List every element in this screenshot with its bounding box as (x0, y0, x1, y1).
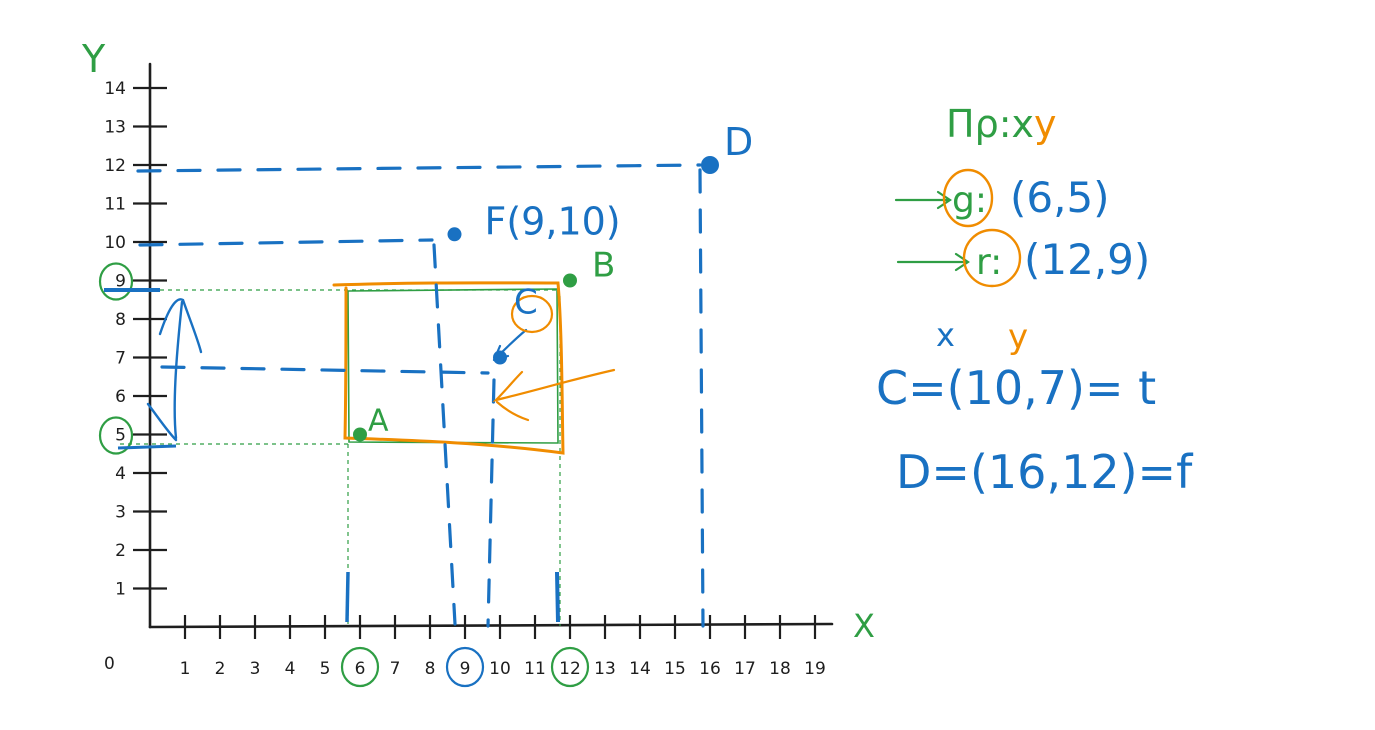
origin-label: 0 (104, 654, 115, 674)
x-tick-label: 10 (489, 659, 511, 679)
x-tick-label: 15 (664, 659, 686, 679)
y-tick-label: 7 (115, 349, 126, 369)
x-tick-label: 18 (769, 659, 791, 679)
c-coordinate-line: C=(10,7)= t (876, 361, 1156, 415)
c-y-marker: y (1008, 317, 1028, 357)
x-tick-label: 6 (355, 659, 366, 679)
blue-mark-y5 (117, 444, 177, 450)
orange-arrow (492, 368, 616, 422)
c-x-marker: x (936, 316, 955, 354)
note-letter-1: g: (952, 180, 987, 221)
d-coordinate-line: D=(16,12)=f (896, 445, 1194, 499)
y-tick-circle (98, 416, 134, 455)
c-label-circle (510, 294, 554, 334)
point-c (493, 350, 507, 365)
blue-tick-x6 (345, 571, 350, 623)
point-b (563, 273, 577, 288)
x-tick-label: 4 (285, 659, 296, 679)
blue-tick-x12 (555, 571, 560, 623)
y-tick-label: 10 (104, 233, 126, 253)
axes: Y X 0 (81, 37, 875, 674)
x-tick-label: 7 (390, 659, 401, 679)
y-tick-label: 6 (115, 387, 126, 407)
y-tick-label: 3 (115, 503, 126, 523)
point-c-label: C (514, 283, 538, 323)
y-tick-label: 11 (104, 195, 126, 215)
x-axis-ticks: 1 2 3 4 5 6 7 8 9 10 11 12 13 14 15 16 17 18 19 (180, 615, 826, 688)
blue-guides (136, 163, 705, 628)
y-span-arrow (146, 298, 203, 442)
y-tick-label: 13 (104, 118, 126, 138)
x-tick-label: 14 (629, 659, 651, 679)
green-rectangle (347, 288, 559, 444)
x-tick-label: 1 (180, 659, 191, 679)
note-coords-2: (12,9) (1024, 235, 1150, 284)
y-tick-label: 2 (115, 541, 126, 561)
point-f (447, 227, 462, 242)
guide-d-vertical (698, 168, 705, 628)
x-tick-label: 9 (460, 659, 471, 679)
x-axis-label: X (853, 607, 875, 645)
x-tick-label: 11 (524, 659, 546, 679)
x-tick-label: 17 (734, 659, 756, 679)
x-tick-label: 13 (594, 659, 616, 679)
orange-rectangle (332, 281, 565, 455)
point-a (353, 427, 367, 442)
x-tick-label: 19 (804, 659, 826, 679)
point-d-label: D (724, 120, 753, 164)
y-tick-label: 4 (115, 464, 126, 484)
notes-heading-suffix: y (1034, 102, 1057, 146)
y-tick-label: 5 (115, 426, 126, 446)
y-tick-label: 8 (115, 310, 126, 330)
y-tick-label: 1 (115, 580, 126, 600)
x-tick-label: 3 (250, 659, 261, 679)
y-tick-label: 9 (115, 272, 126, 292)
notes-panel: Πρ:xy g: (6,5) r: (12,9) x y C=(10,7)= t… (876, 102, 1194, 499)
x-tick-label: 16 (699, 659, 721, 679)
points-layer: A B C F(9,10) D (353, 120, 753, 442)
notes-heading-prefix: Πρ:x (946, 102, 1034, 146)
point-d (701, 156, 719, 174)
note-letter-2: r: (976, 242, 1002, 283)
guide-c-horizontal (160, 365, 490, 375)
note-coords-1: (6,5) (1010, 173, 1110, 222)
note-circle-2 (962, 228, 1022, 288)
point-b-label: B (592, 246, 615, 286)
point-f-label: F(9,10) (485, 199, 621, 243)
guide-c-vertical (486, 378, 496, 628)
note-circle-1 (942, 168, 994, 228)
guide-f-horizontal (138, 238, 434, 247)
x-axis-line (148, 622, 834, 629)
y-axis-label: Y (81, 37, 106, 81)
y-tick-circle (98, 262, 134, 301)
notes-heading: Πρ:xy (946, 102, 1057, 146)
x-tick-label: 12 (559, 659, 581, 679)
note-arrow-1 (894, 190, 952, 210)
guide-d-horizontal (136, 163, 702, 173)
guide-f-vertical (432, 243, 457, 626)
y-tick-label: 12 (104, 156, 126, 176)
x-tick-label: 5 (320, 659, 331, 679)
x-tick-circle (445, 646, 485, 688)
note-arrow-2 (896, 252, 970, 272)
x-tick-circle (340, 646, 380, 688)
green-guides (120, 289, 561, 626)
x-tick-circle (550, 646, 590, 688)
x-tick-label: 8 (425, 659, 436, 679)
y-tick-label: 14 (104, 79, 126, 99)
x-tick-label: 2 (215, 659, 226, 679)
point-a-label: A (368, 404, 389, 439)
